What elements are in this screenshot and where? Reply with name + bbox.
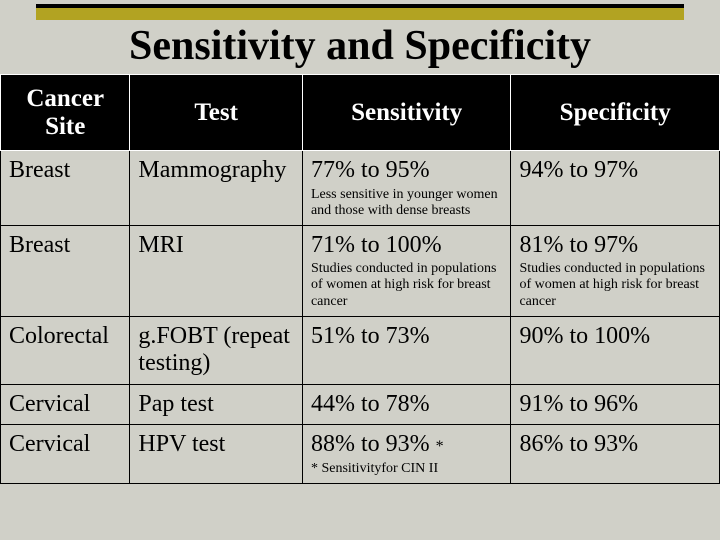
cell-site: Breast bbox=[1, 225, 130, 316]
spec-value: 81% to 97% bbox=[519, 232, 638, 258]
cell-spec: 86% to 93% bbox=[511, 425, 720, 484]
cell-site: Cervical bbox=[1, 384, 130, 425]
spec-value: 91% to 96% bbox=[519, 391, 638, 417]
col-specificity: Specificity bbox=[511, 75, 720, 151]
sens-value: 51% to 73% bbox=[311, 323, 430, 349]
sens-note: * Sensitivityfor CIN II bbox=[311, 461, 503, 477]
cell-test: Mammography bbox=[130, 151, 303, 226]
sens-value: 77% to 95% bbox=[311, 157, 430, 183]
spec-value: 86% to 93% bbox=[519, 431, 638, 457]
table-header-row: Cancer Site Test Sensitivity Specificity bbox=[1, 75, 720, 151]
slide: Sensitivity and Specificity Cancer Site … bbox=[0, 0, 720, 540]
table-row: Cervical HPV test 88% to 93% * * Sensiti… bbox=[1, 425, 720, 484]
cell-spec: 90% to 100% bbox=[511, 316, 720, 384]
cell-spec: 81% to 97% Studies conducted in populati… bbox=[511, 225, 720, 316]
cell-test: g.FOBT (repeat testing) bbox=[130, 316, 303, 384]
sens-value: 88% to 93% bbox=[311, 431, 436, 457]
col-cancer-site: Cancer Site bbox=[1, 75, 130, 151]
cell-sens: 71% to 100% Studies conducted in populat… bbox=[302, 225, 511, 316]
sens-note: Studies conducted in populations of wome… bbox=[311, 261, 503, 309]
spec-note: Studies conducted in populations of wome… bbox=[519, 261, 711, 309]
cell-test: HPV test bbox=[130, 425, 303, 484]
cell-test: MRI bbox=[130, 225, 303, 316]
cell-sens: 51% to 73% bbox=[302, 316, 511, 384]
cell-site: Breast bbox=[1, 151, 130, 226]
spec-value: 90% to 100% bbox=[519, 323, 650, 349]
title-area: Sensitivity and Specificity bbox=[0, 0, 720, 74]
table-row: Cervical Pap test 44% to 78% 91% to 96% bbox=[1, 384, 720, 425]
cell-site: Cervical bbox=[1, 425, 130, 484]
cell-test: Pap test bbox=[130, 384, 303, 425]
spec-value: 94% to 97% bbox=[519, 157, 638, 183]
cell-sens: 77% to 95% Less sensitive in younger wom… bbox=[302, 151, 511, 226]
cell-spec: 94% to 97% bbox=[511, 151, 720, 226]
cell-sens: 88% to 93% * * Sensitivityfor CIN II bbox=[302, 425, 511, 484]
sens-note: Less sensitive in younger women and thos… bbox=[311, 187, 503, 219]
cell-spec: 91% to 96% bbox=[511, 384, 720, 425]
table-row: Breast Mammography 77% to 95% Less sensi… bbox=[1, 151, 720, 226]
gold-bar bbox=[36, 4, 684, 20]
table-row: Colorectal g.FOBT (repeat testing) 51% t… bbox=[1, 316, 720, 384]
asterisk: * bbox=[436, 438, 444, 455]
col-sensitivity: Sensitivity bbox=[302, 75, 511, 151]
sens-value: 44% to 78% bbox=[311, 391, 430, 417]
data-table: Cancer Site Test Sensitivity Specificity… bbox=[0, 74, 720, 484]
cell-sens: 44% to 78% bbox=[302, 384, 511, 425]
page-title: Sensitivity and Specificity bbox=[0, 20, 720, 74]
sens-value: 71% to 100% bbox=[311, 232, 442, 258]
cell-site: Colorectal bbox=[1, 316, 130, 384]
col-test: Test bbox=[130, 75, 303, 151]
table-row: Breast MRI 71% to 100% Studies conducted… bbox=[1, 225, 720, 316]
